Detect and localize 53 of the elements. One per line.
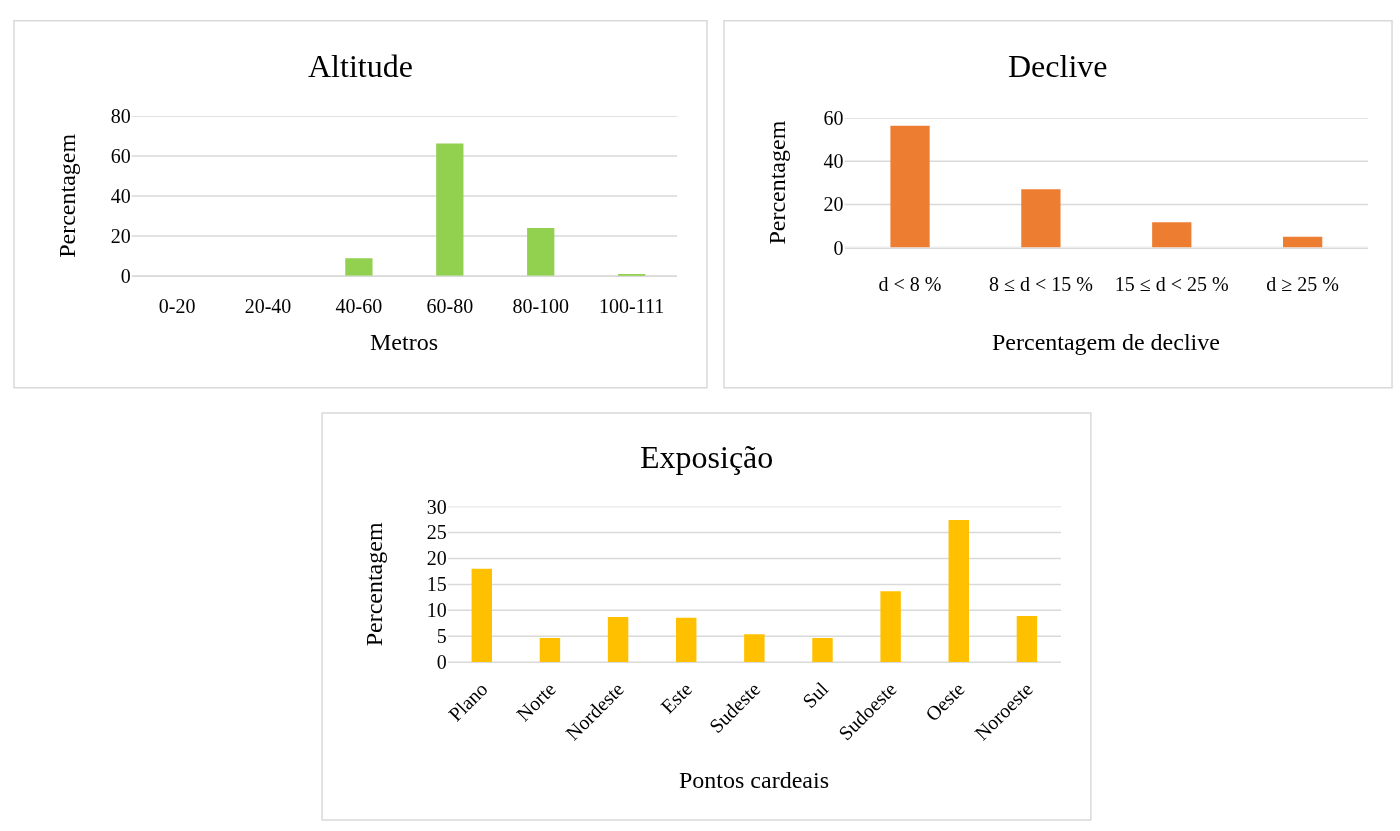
y-tick-label: 0 — [120, 264, 131, 287]
y-tick-label: 60 — [823, 107, 844, 130]
bar — [436, 143, 464, 276]
chart-title: Declive — [1008, 48, 1108, 84]
chart-title: Exposição — [640, 439, 774, 475]
chart-title: Altitude — [308, 48, 413, 84]
y-tick-label: 80 — [110, 105, 131, 128]
bar — [1283, 236, 1323, 248]
x-tick-label: 100-111 — [599, 294, 665, 317]
y-axis-title: Percentagem — [763, 120, 790, 245]
x-tick-label: 60-80 — [426, 294, 474, 317]
bar — [744, 634, 765, 663]
bar — [812, 637, 833, 663]
y-tick-label: 0 — [833, 236, 844, 259]
bar — [1021, 189, 1061, 248]
x-tick-label: 8 ≤ d < 15 % — [988, 272, 1093, 295]
bar — [527, 228, 555, 276]
x-tick-label: Este — [656, 677, 697, 718]
bar — [890, 125, 930, 248]
y-tick-label: 20 — [110, 224, 131, 247]
y-tick-label: 30 — [426, 495, 447, 518]
y-axis-title: Percentagem — [360, 522, 387, 647]
bar — [675, 617, 697, 663]
y-tick-label: 0 — [436, 651, 447, 674]
y-tick-label: 40 — [823, 150, 844, 173]
x-tick-label: 40-60 — [335, 294, 383, 317]
x-tick-label: d ≥ 25 % — [1266, 272, 1339, 295]
y-tick-label: 25 — [426, 521, 447, 544]
bar — [1016, 616, 1038, 663]
bar — [471, 568, 493, 663]
x-tick-label: 80-100 — [512, 294, 570, 317]
y-tick-label: 5 — [436, 625, 447, 648]
y-tick-label: 40 — [110, 184, 131, 207]
x-axis-title: Pontos cardeais — [679, 767, 829, 793]
y-tick-label: 20 — [823, 193, 844, 216]
y-tick-label: 60 — [110, 145, 131, 168]
x-tick-label: 0-20 — [158, 294, 196, 317]
bar — [1152, 222, 1192, 248]
x-tick-label: 20-40 — [244, 294, 292, 317]
x-tick-label: Sul — [797, 677, 833, 713]
x-tick-label: 15 ≤ d < 25 % — [1114, 272, 1229, 295]
bar — [880, 591, 901, 663]
y-axis-title: Percentagem — [53, 133, 80, 258]
x-tick-label: d < 8 % — [878, 272, 942, 295]
bar — [539, 637, 561, 663]
bar — [948, 520, 969, 663]
bar — [345, 258, 373, 276]
x-axis-title: Percentagem de declive — [992, 329, 1220, 355]
x-axis-title: Metros — [370, 329, 438, 355]
y-tick-label: 10 — [426, 599, 447, 622]
y-tick-label: 20 — [426, 547, 447, 570]
bar — [607, 617, 629, 663]
y-tick-label: 15 — [426, 573, 447, 596]
